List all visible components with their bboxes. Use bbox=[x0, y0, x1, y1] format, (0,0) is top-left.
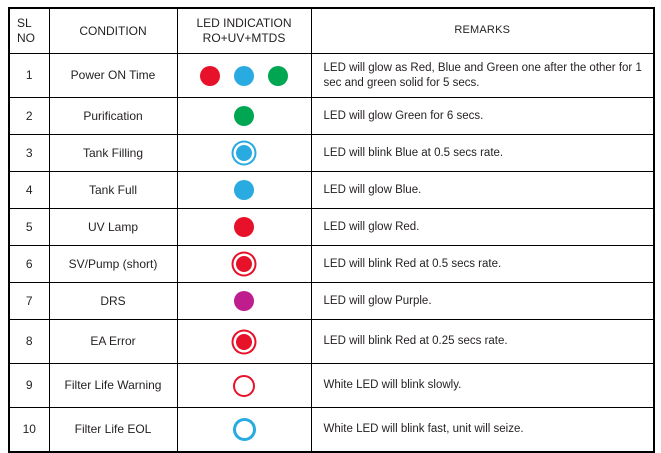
table-body: 1 Power ON Time LED will glow as Red, Blue… bbox=[8, 53, 655, 452]
led-group bbox=[182, 285, 307, 317]
condition-cell: EA Error bbox=[48, 319, 178, 364]
purple-led-solid-icon bbox=[234, 291, 254, 311]
table-header: SL NO CONDITION LED INDICATION RO+UV+MTD… bbox=[8, 7, 655, 54]
red-led-solid-icon bbox=[200, 65, 220, 86]
remarks-cell: LED will glow Purple. bbox=[310, 282, 655, 320]
sl-no-cell: 7 bbox=[8, 282, 50, 320]
table-row: 7 DRS LED will glow Purple. bbox=[8, 282, 655, 320]
green-led-solid-icon bbox=[268, 65, 288, 86]
led-indication-cell bbox=[176, 134, 312, 172]
blue-led-solid-icon bbox=[234, 65, 254, 86]
sl-no-cell: 1 bbox=[8, 53, 50, 98]
table-row: 1 Power ON Time LED will glow as Red, Blue… bbox=[8, 53, 655, 98]
header-remarks: REMARKS bbox=[310, 7, 655, 54]
table-row: 2 Purification LED will glow Green for 6 s… bbox=[8, 97, 655, 135]
led-indication-cell bbox=[176, 282, 312, 320]
remarks-cell: White LED will blink fast, unit will sei… bbox=[310, 407, 655, 452]
header-led-line1: LED INDICATION bbox=[196, 16, 292, 30]
remarks-cell: LED will blink Blue at 0.5 secs rate. bbox=[310, 134, 655, 172]
led-group bbox=[182, 248, 307, 280]
blue-led-blinking-icon bbox=[236, 145, 252, 161]
sl-no-cell: 4 bbox=[8, 171, 50, 209]
remarks-cell: LED will blink Red at 0.25 secs rate. bbox=[310, 319, 655, 364]
led-group bbox=[182, 366, 307, 405]
header-led-indication: LED INDICATION RO+UV+MTDS bbox=[176, 7, 312, 54]
sl-no-cell: 3 bbox=[8, 134, 50, 172]
condition-cell: DRS bbox=[48, 282, 178, 320]
sl-no-cell: 6 bbox=[8, 245, 50, 283]
condition-cell: UV Lamp bbox=[48, 208, 178, 246]
led-indication-cell bbox=[176, 208, 312, 246]
remarks-cell: LED will blink Red at 0.5 secs rate. bbox=[310, 245, 655, 283]
condition-cell: Purification bbox=[48, 97, 178, 135]
led-indication-cell bbox=[176, 53, 312, 98]
condition-cell: Tank Filling bbox=[48, 134, 178, 172]
led-indication-table: SL NO CONDITION LED INDICATION RO+UV+MTD… bbox=[8, 7, 655, 453]
led-group bbox=[182, 100, 307, 132]
header-condition: CONDITION bbox=[48, 7, 178, 54]
remarks-cell: LED will glow Green for 6 secs. bbox=[310, 97, 655, 135]
header-sl-line1: SL bbox=[17, 16, 32, 30]
table-row: 3 Tank Filling LED will blink Blue at 0.5 … bbox=[8, 134, 655, 172]
remarks-cell: White LED will blink slowly. bbox=[310, 363, 655, 408]
led-indication-cell bbox=[176, 407, 312, 452]
remarks-cell: LED will glow as Red, Blue and Green one… bbox=[310, 53, 655, 98]
condition-cell: Power ON Time bbox=[48, 53, 178, 98]
sl-no-cell: 5 bbox=[8, 208, 50, 246]
led-indication-cell bbox=[176, 319, 312, 364]
white-led-outline-blue-icon bbox=[232, 417, 256, 441]
blue-led-solid-icon bbox=[234, 180, 254, 200]
header-sl-line2: NO bbox=[17, 31, 35, 45]
condition-cell: Tank Full bbox=[48, 171, 178, 209]
condition-cell: SV/Pump (short) bbox=[48, 245, 178, 283]
red-led-solid-icon bbox=[234, 217, 254, 237]
header-led-line2: RO+UV+MTDS bbox=[202, 31, 286, 45]
sl-no-cell: 8 bbox=[8, 319, 50, 364]
led-group bbox=[182, 137, 307, 169]
led-group bbox=[182, 322, 307, 361]
led-indication-cell bbox=[176, 363, 312, 408]
table-row: 6 SV/Pump (short) LED will blink Red at 0.… bbox=[8, 245, 655, 283]
white-led-outline-red-icon bbox=[233, 374, 255, 397]
condition-cell: Filter Life EOL bbox=[48, 407, 178, 452]
green-led-solid-icon bbox=[234, 106, 254, 126]
led-group bbox=[182, 211, 307, 243]
table-row: 4 Tank Full LED will glow Blue. bbox=[8, 171, 655, 209]
table-row: 5 UV Lamp LED will glow Red. bbox=[8, 208, 655, 246]
led-indication-cell bbox=[176, 171, 312, 209]
led-group bbox=[182, 174, 307, 206]
led-indication-cell bbox=[176, 245, 312, 283]
table-row: 9 Filter Life Warning White LED will blink… bbox=[8, 363, 655, 408]
table-row: 8 EA Error LED will blink Red at 0.25 secs… bbox=[8, 319, 655, 364]
remarks-cell: LED will glow Red. bbox=[310, 208, 655, 246]
red-led-blinking-icon bbox=[236, 333, 252, 350]
red-led-blinking-icon bbox=[236, 256, 252, 272]
condition-cell: Filter Life Warning bbox=[48, 363, 178, 408]
remarks-cell: LED will glow Blue. bbox=[310, 171, 655, 209]
sl-no-cell: 9 bbox=[8, 363, 50, 408]
header-sl-no: SL NO bbox=[8, 7, 50, 54]
table-row: 10 Filter Life EOL White LED will blink fa… bbox=[8, 407, 655, 452]
sl-no-cell: 2 bbox=[8, 97, 50, 135]
sl-no-cell: 10 bbox=[8, 407, 50, 452]
led-group bbox=[182, 410, 307, 449]
led-indication-cell bbox=[176, 97, 312, 135]
led-group bbox=[182, 56, 307, 95]
